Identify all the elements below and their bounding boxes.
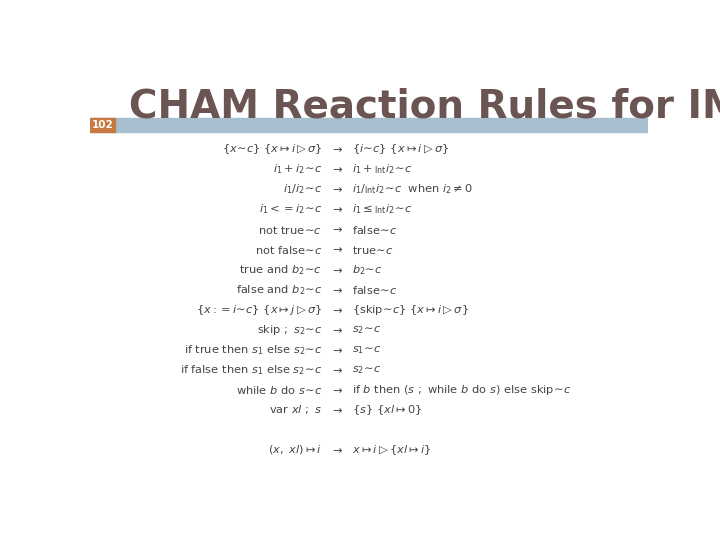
Text: $\{\mathrm{skip} \!\sim\! c\}\ \{x \mapsto i \triangleright \sigma\}$: $\{\mathrm{skip} \!\sim\! c\}\ \{x \maps… xyxy=(352,302,469,316)
Text: $x \mapsto i \triangleright \{xl \mapsto i\}$: $x \mapsto i \triangleright \{xl \mapsto… xyxy=(352,443,431,457)
Text: $i_1 \leq_{\mathrm{Int}} i_2 \!\sim\! c$: $i_1 \leq_{\mathrm{Int}} i_2 \!\sim\! c$ xyxy=(352,202,413,217)
Text: $\rightarrow$: $\rightarrow$ xyxy=(330,325,343,335)
Text: $s_2 \!\sim\! c$: $s_2 \!\sim\! c$ xyxy=(352,364,382,376)
Text: $b_2 \!\sim\! c$: $b_2 \!\sim\! c$ xyxy=(352,263,383,276)
Text: $\rightarrow$: $\rightarrow$ xyxy=(330,384,343,395)
Text: $\rightarrow$: $\rightarrow$ xyxy=(330,245,343,254)
Text: $i_1/_{\mathrm{Int}} i_2 \!\sim\! c\ \ \mathrm{when}\ i_2 \neq 0$: $i_1/_{\mathrm{Int}} i_2 \!\sim\! c\ \ \… xyxy=(352,183,473,197)
Bar xyxy=(90,118,648,132)
Text: 102: 102 xyxy=(91,120,113,130)
Text: $\rightarrow$: $\rightarrow$ xyxy=(330,364,343,375)
Text: $i_1 / i_2 \!\sim\! c$: $i_1 / i_2 \!\sim\! c$ xyxy=(283,183,323,197)
Text: $\rightarrow$: $\rightarrow$ xyxy=(330,145,343,154)
Text: $\rightarrow$: $\rightarrow$ xyxy=(330,165,343,174)
Text: $\rightarrow$: $\rightarrow$ xyxy=(330,225,343,234)
Text: $\mathrm{if\ true\ then}\ s_1\ \mathrm{else}\ s_2 \!\sim\! c$: $\mathrm{if\ true\ then}\ s_1\ \mathrm{e… xyxy=(184,343,323,356)
Text: $i_1 +_{\mathrm{Int}} i_2 \!\sim\! c$: $i_1 +_{\mathrm{Int}} i_2 \!\sim\! c$ xyxy=(352,163,413,177)
Text: CHAM Reaction Rules for IMP: CHAM Reaction Rules for IMP xyxy=(129,88,720,126)
Text: $\mathrm{true\ and}\ b_2 \!\sim\! c$: $\mathrm{true\ and}\ b_2 \!\sim\! c$ xyxy=(240,263,323,276)
Text: $\mathrm{while}\ b\ \mathrm{do}\ s \!\sim\! c$: $\mathrm{while}\ b\ \mathrm{do}\ s \!\si… xyxy=(236,384,323,396)
Text: $\mathrm{skip}\ ;\ s_2 \!\sim\! c$: $\mathrm{skip}\ ;\ s_2 \!\sim\! c$ xyxy=(256,323,323,336)
Text: $\{s\}\ \{xl \mapsto 0\}$: $\{s\}\ \{xl \mapsto 0\}$ xyxy=(352,403,422,417)
Text: $i_1 {<=} i_2 \!\sim\! c$: $i_1 {<=} i_2 \!\sim\! c$ xyxy=(259,202,323,217)
Text: $\mathrm{false\ and}\ b_2 \!\sim\! c$: $\mathrm{false\ and}\ b_2 \!\sim\! c$ xyxy=(235,283,323,296)
Text: $\mathrm{if\ false\ then}\ s_1\ \mathrm{else}\ s_2 \!\sim\! c$: $\mathrm{if\ false\ then}\ s_1\ \mathrm{… xyxy=(180,363,323,376)
Text: $\rightarrow$: $\rightarrow$ xyxy=(330,265,343,275)
Text: $\rightarrow$: $\rightarrow$ xyxy=(330,345,343,355)
Text: $\{i \!\sim\! c\}\ \{x \mapsto i \triangleright \sigma\}$: $\{i \!\sim\! c\}\ \{x \mapsto i \triang… xyxy=(352,143,449,157)
Text: $i_1 + i_2 \!\sim\! c$: $i_1 + i_2 \!\sim\! c$ xyxy=(273,163,323,177)
Bar xyxy=(90,118,114,132)
Text: $(x,\ xl) \mapsto i$: $(x,\ xl) \mapsto i$ xyxy=(269,443,323,456)
Text: $\mathrm{false} \!\sim\! c$: $\mathrm{false} \!\sim\! c$ xyxy=(352,224,397,235)
Text: $\rightarrow$: $\rightarrow$ xyxy=(330,305,343,315)
Text: $\{x {:=} i \!\sim\! c\}\ \{x \mapsto j \triangleright \sigma\}$: $\{x {:=} i \!\sim\! c\}\ \{x \mapsto j … xyxy=(197,302,323,316)
Text: $\rightarrow$: $\rightarrow$ xyxy=(330,405,343,415)
Text: $\rightarrow$: $\rightarrow$ xyxy=(330,285,343,295)
Text: $\rightarrow$: $\rightarrow$ xyxy=(330,185,343,194)
Text: $\mathrm{if}\ b\ \mathrm{then}\ (s\ ;\ \mathrm{while}\ b\ \mathrm{do}\ s)\ \math: $\mathrm{if}\ b\ \mathrm{then}\ (s\ ;\ \… xyxy=(352,383,572,397)
Text: $\{x \!\sim\! c\}\ \{x \mapsto i \triangleright \sigma\}$: $\{x \!\sim\! c\}\ \{x \mapsto i \triang… xyxy=(222,143,323,157)
Text: $\rightarrow$: $\rightarrow$ xyxy=(330,205,343,214)
Text: $\mathrm{true} \!\sim\! c$: $\mathrm{true} \!\sim\! c$ xyxy=(352,244,394,255)
Text: $s_2 \!\sim\! c$: $s_2 \!\sim\! c$ xyxy=(352,324,382,335)
Text: $\mathrm{false} \!\sim\! c$: $\mathrm{false} \!\sim\! c$ xyxy=(352,284,397,295)
Text: $\mathrm{not\ true} \!\sim\! c$: $\mathrm{not\ true} \!\sim\! c$ xyxy=(258,224,323,235)
Text: $\rightarrow$: $\rightarrow$ xyxy=(330,445,343,455)
Text: $\mathrm{not\ false} \!\sim\! c$: $\mathrm{not\ false} \!\sim\! c$ xyxy=(255,244,323,255)
Text: $\mathrm{var}\ xl\ ;\ s$: $\mathrm{var}\ xl\ ;\ s$ xyxy=(269,403,323,416)
Text: $s_1 \!\sim\! c$: $s_1 \!\sim\! c$ xyxy=(352,344,382,356)
